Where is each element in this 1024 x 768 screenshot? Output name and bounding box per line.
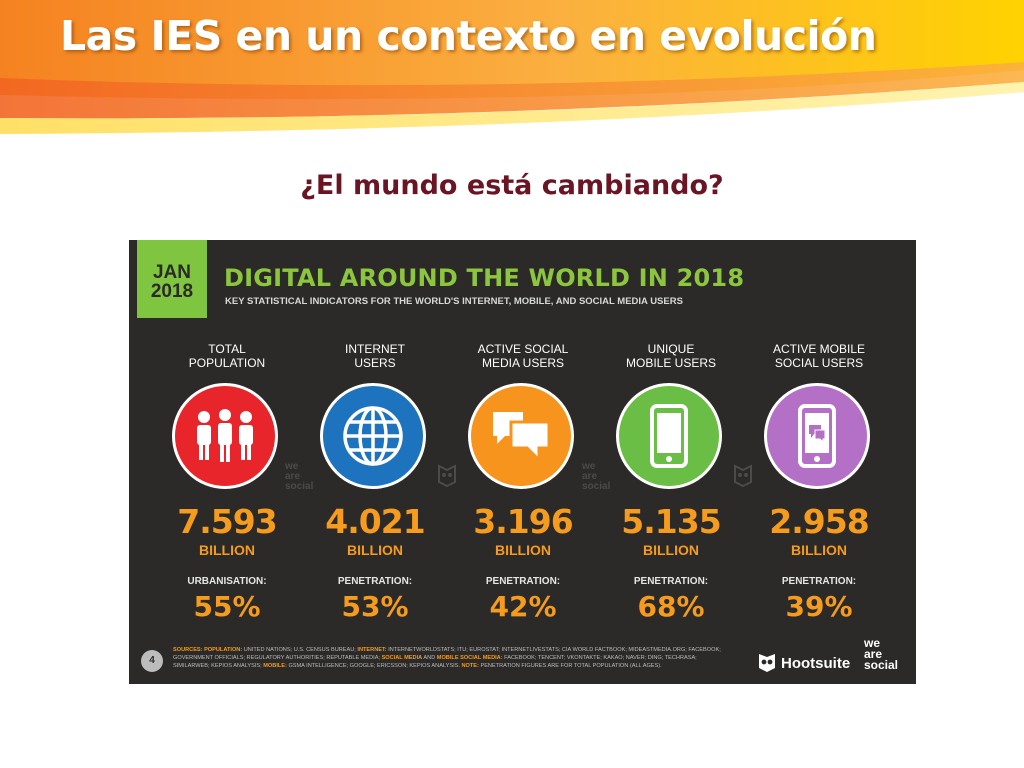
sources-text: PENETRATION FIGURES ARE FOR TOTAL POPULA… [478, 663, 662, 669]
watermark-line: are [285, 471, 301, 482]
stat-label: ACTIVE SOCIAL MEDIA USERS [453, 342, 593, 370]
hootsuite-label: Hootsuite [781, 654, 851, 672]
hootsuite-owl-icon [759, 654, 775, 672]
date-badge: JAN 2018 [137, 240, 207, 318]
watermark-we-are-social: we are social [582, 462, 610, 492]
stat-label-line2: POPULATION [188, 356, 266, 370]
page-number: 4 [141, 650, 163, 672]
stat-penetration-value: 55% [193, 590, 261, 623]
sources-key: SOCIAL MEDIA [381, 655, 423, 661]
stat-penetration-label: PENETRATION: [485, 576, 561, 587]
stat-penetration-label: PENETRATION: [337, 576, 413, 587]
stat-penetration-value: 39% [785, 590, 853, 623]
stat-value: 5.135 [621, 502, 721, 541]
chat-bubbles-icon [468, 383, 574, 489]
sources-text: AND [422, 655, 437, 661]
stat-label-line1: TOTAL [208, 342, 246, 356]
logo-line: we [864, 636, 881, 650]
stat-label: TOTAL POPULATION [157, 342, 297, 370]
logo-line: social [864, 658, 899, 672]
sources-text: FACEBOOK; TENCENT; VKONTAKTE; KAKAO; NAV… [173, 655, 697, 669]
logo-line: are [864, 647, 883, 661]
stat-penetration-value: 53% [341, 590, 409, 623]
stat-penetration-label: URBANISATION: [187, 576, 267, 587]
sources-key: INTERNET: [357, 647, 387, 653]
badge-year: 2018 [150, 281, 194, 302]
sources-text: INTERNETWORLDSTATS; ITU; EUROSTAT; INTER… [173, 647, 721, 661]
stat-penetration-label: PENETRATION: [633, 576, 709, 587]
stat-label-line1: INTERNET [345, 342, 405, 356]
stat-internet-users: INTERNET USERS 4.021 BILLION PENETRATION… [305, 240, 445, 684]
stat-unit: BILLION [643, 542, 699, 558]
stat-mobile-social-users: ACTIVE MOBILE SOCIAL USERS 2.958 BILLION… [749, 240, 889, 684]
infographic-title: DIGITAL AROUND THE WORLD IN 2018 [224, 264, 745, 292]
owl-watermark-icon [734, 464, 752, 488]
stat-label-line1: ACTIVE SOCIAL [477, 342, 569, 356]
sources-key: MOBILE SOCIAL MEDIA: [436, 655, 503, 661]
stat-label-line1: ACTIVE MOBILE [772, 342, 866, 356]
sources-key: SOURCES: POPULATION: [173, 647, 243, 653]
mobile-social-icon [764, 383, 870, 489]
stat-social-media-users: ACTIVE SOCIAL MEDIA USERS 3.196 BILLION … [453, 240, 593, 684]
stat-penetration-label: PENETRATION: [781, 576, 857, 587]
watermark-we-are-social: we are social [285, 462, 313, 492]
stat-label: INTERNET USERS [305, 342, 445, 370]
stat-value: 4.021 [325, 502, 425, 541]
slide-subtitle: ¿El mundo está cambiando? [300, 170, 724, 201]
sources-key: MOBILE: [263, 663, 287, 669]
watermark-line: we [285, 461, 299, 472]
stat-mobile-users: UNIQUE MOBILE USERS 5.135 BILLION PENETR… [601, 240, 741, 684]
stat-total-population: TOTAL POPULATION 7.593 BILLION URBANISAT… [157, 240, 297, 684]
smartphone-icon [616, 383, 722, 489]
stat-label-line2: USERS [354, 356, 396, 370]
stat-unit: BILLION [495, 542, 551, 558]
header-banner [0, 0, 1024, 134]
stat-unit: BILLION [347, 542, 403, 558]
stat-label: UNIQUE MOBILE USERS [601, 342, 741, 370]
watermark-line: we [582, 461, 596, 472]
badge-month: JAN [152, 262, 191, 283]
watermark-line: are [582, 471, 598, 482]
stat-label-line2: MOBILE USERS [625, 356, 717, 370]
watermark-line: social [285, 481, 314, 492]
stat-label-line2: MEDIA USERS [481, 356, 565, 370]
we-are-social-logo: we are social [864, 636, 899, 672]
owl-watermark-icon [438, 464, 456, 488]
stat-value: 3.196 [473, 502, 573, 541]
stat-penetration-value: 68% [637, 590, 705, 623]
infographic-subtitle: KEY STATISTICAL INDICATORS FOR THE WORLD… [225, 296, 683, 307]
globe-icon [320, 383, 426, 489]
sources-key: NOTE: [461, 663, 479, 669]
stat-label-line1: UNIQUE [647, 342, 695, 356]
stat-unit: BILLION [199, 542, 255, 558]
population-icon [172, 383, 278, 489]
hootsuite-logo: Hootsuite [757, 652, 850, 674]
sources-footnote: SOURCES: POPULATION: UNITED NATIONS; U.S… [173, 646, 733, 670]
stat-label: ACTIVE MOBILE SOCIAL USERS [749, 342, 889, 370]
stat-value: 2.958 [769, 502, 869, 541]
stat-label-line2: SOCIAL USERS [774, 356, 864, 370]
sources-text: GSMA INTELLIGENCE; GOOGLE; ERICSSON; KEP… [286, 663, 462, 669]
stat-penetration-value: 42% [489, 590, 557, 623]
watermark-line: social [582, 481, 611, 492]
stat-value: 7.593 [177, 502, 277, 541]
slide-title: Las IES en un contexto en evolución [60, 12, 877, 60]
stat-unit: BILLION [791, 542, 847, 558]
infographic-panel: JAN 2018 DIGITAL AROUND THE WORLD IN 201… [129, 240, 916, 684]
sources-text: UNITED NATIONS; U.S. CENSUS BUREAU; [242, 647, 358, 653]
